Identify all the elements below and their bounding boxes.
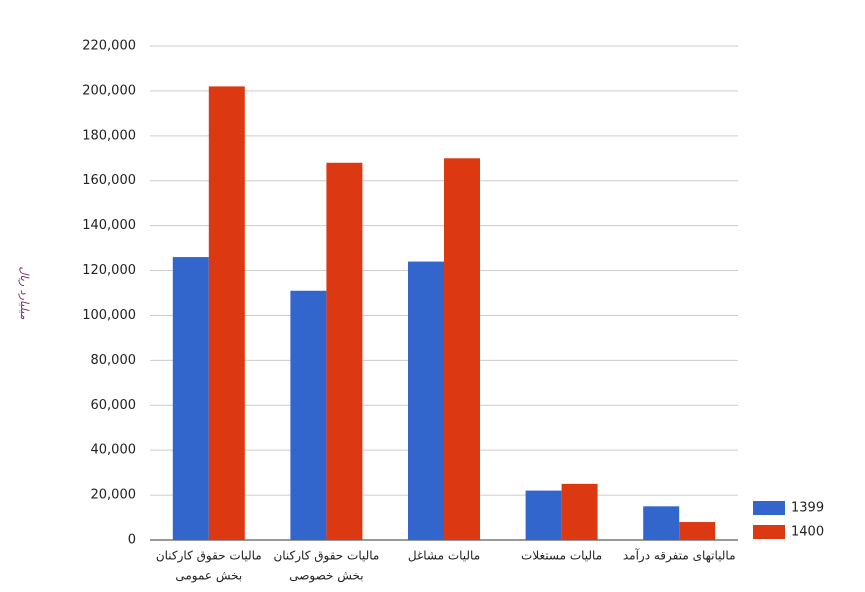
y-tick-label: 120,000 (82, 263, 136, 278)
x-tick-label: مالیات مستغلات (521, 549, 602, 563)
x-tick-label: مالیاتهای متفرقه درآمد (623, 548, 736, 564)
x-tick-label: بخش عمومی (175, 569, 242, 584)
bar (172, 257, 209, 540)
bar (444, 158, 480, 541)
bar (643, 506, 680, 540)
legend-swatch (753, 501, 785, 515)
y-tick-label: 80,000 (91, 353, 137, 368)
x-tick-label: مالیات حقوق کارکنان (156, 549, 262, 564)
bar (679, 522, 716, 540)
bar (408, 261, 444, 540)
y-tick-label: 60,000 (91, 398, 137, 413)
x-tick-label: بخش خصوصی (289, 569, 363, 584)
bar (326, 162, 363, 540)
bar (561, 483, 598, 540)
y-tick-label: 100,000 (82, 308, 136, 323)
y-tick-label: 0 (128, 533, 136, 548)
bar (290, 290, 327, 540)
legend-label: 1399 (791, 501, 824, 516)
y-tick-label: 220,000 (82, 39, 136, 54)
y-tick-label: 140,000 (82, 218, 136, 233)
y-axis-label: میلیارد ریال (18, 267, 31, 320)
bar (525, 490, 562, 540)
x-tick-label: مالیات حقوق کارکنان (273, 549, 379, 564)
legend-label: 1400 (791, 525, 824, 540)
bar (208, 86, 245, 540)
y-tick-label: 180,000 (82, 128, 136, 143)
x-tick-label: مالیات مشاغل (408, 549, 480, 563)
y-tick-label: 160,000 (82, 173, 136, 188)
y-tick-label: 40,000 (91, 443, 137, 458)
y-tick-label: 200,000 (82, 83, 136, 98)
legend-swatch (753, 525, 785, 539)
y-tick-label: 20,000 (91, 488, 137, 503)
